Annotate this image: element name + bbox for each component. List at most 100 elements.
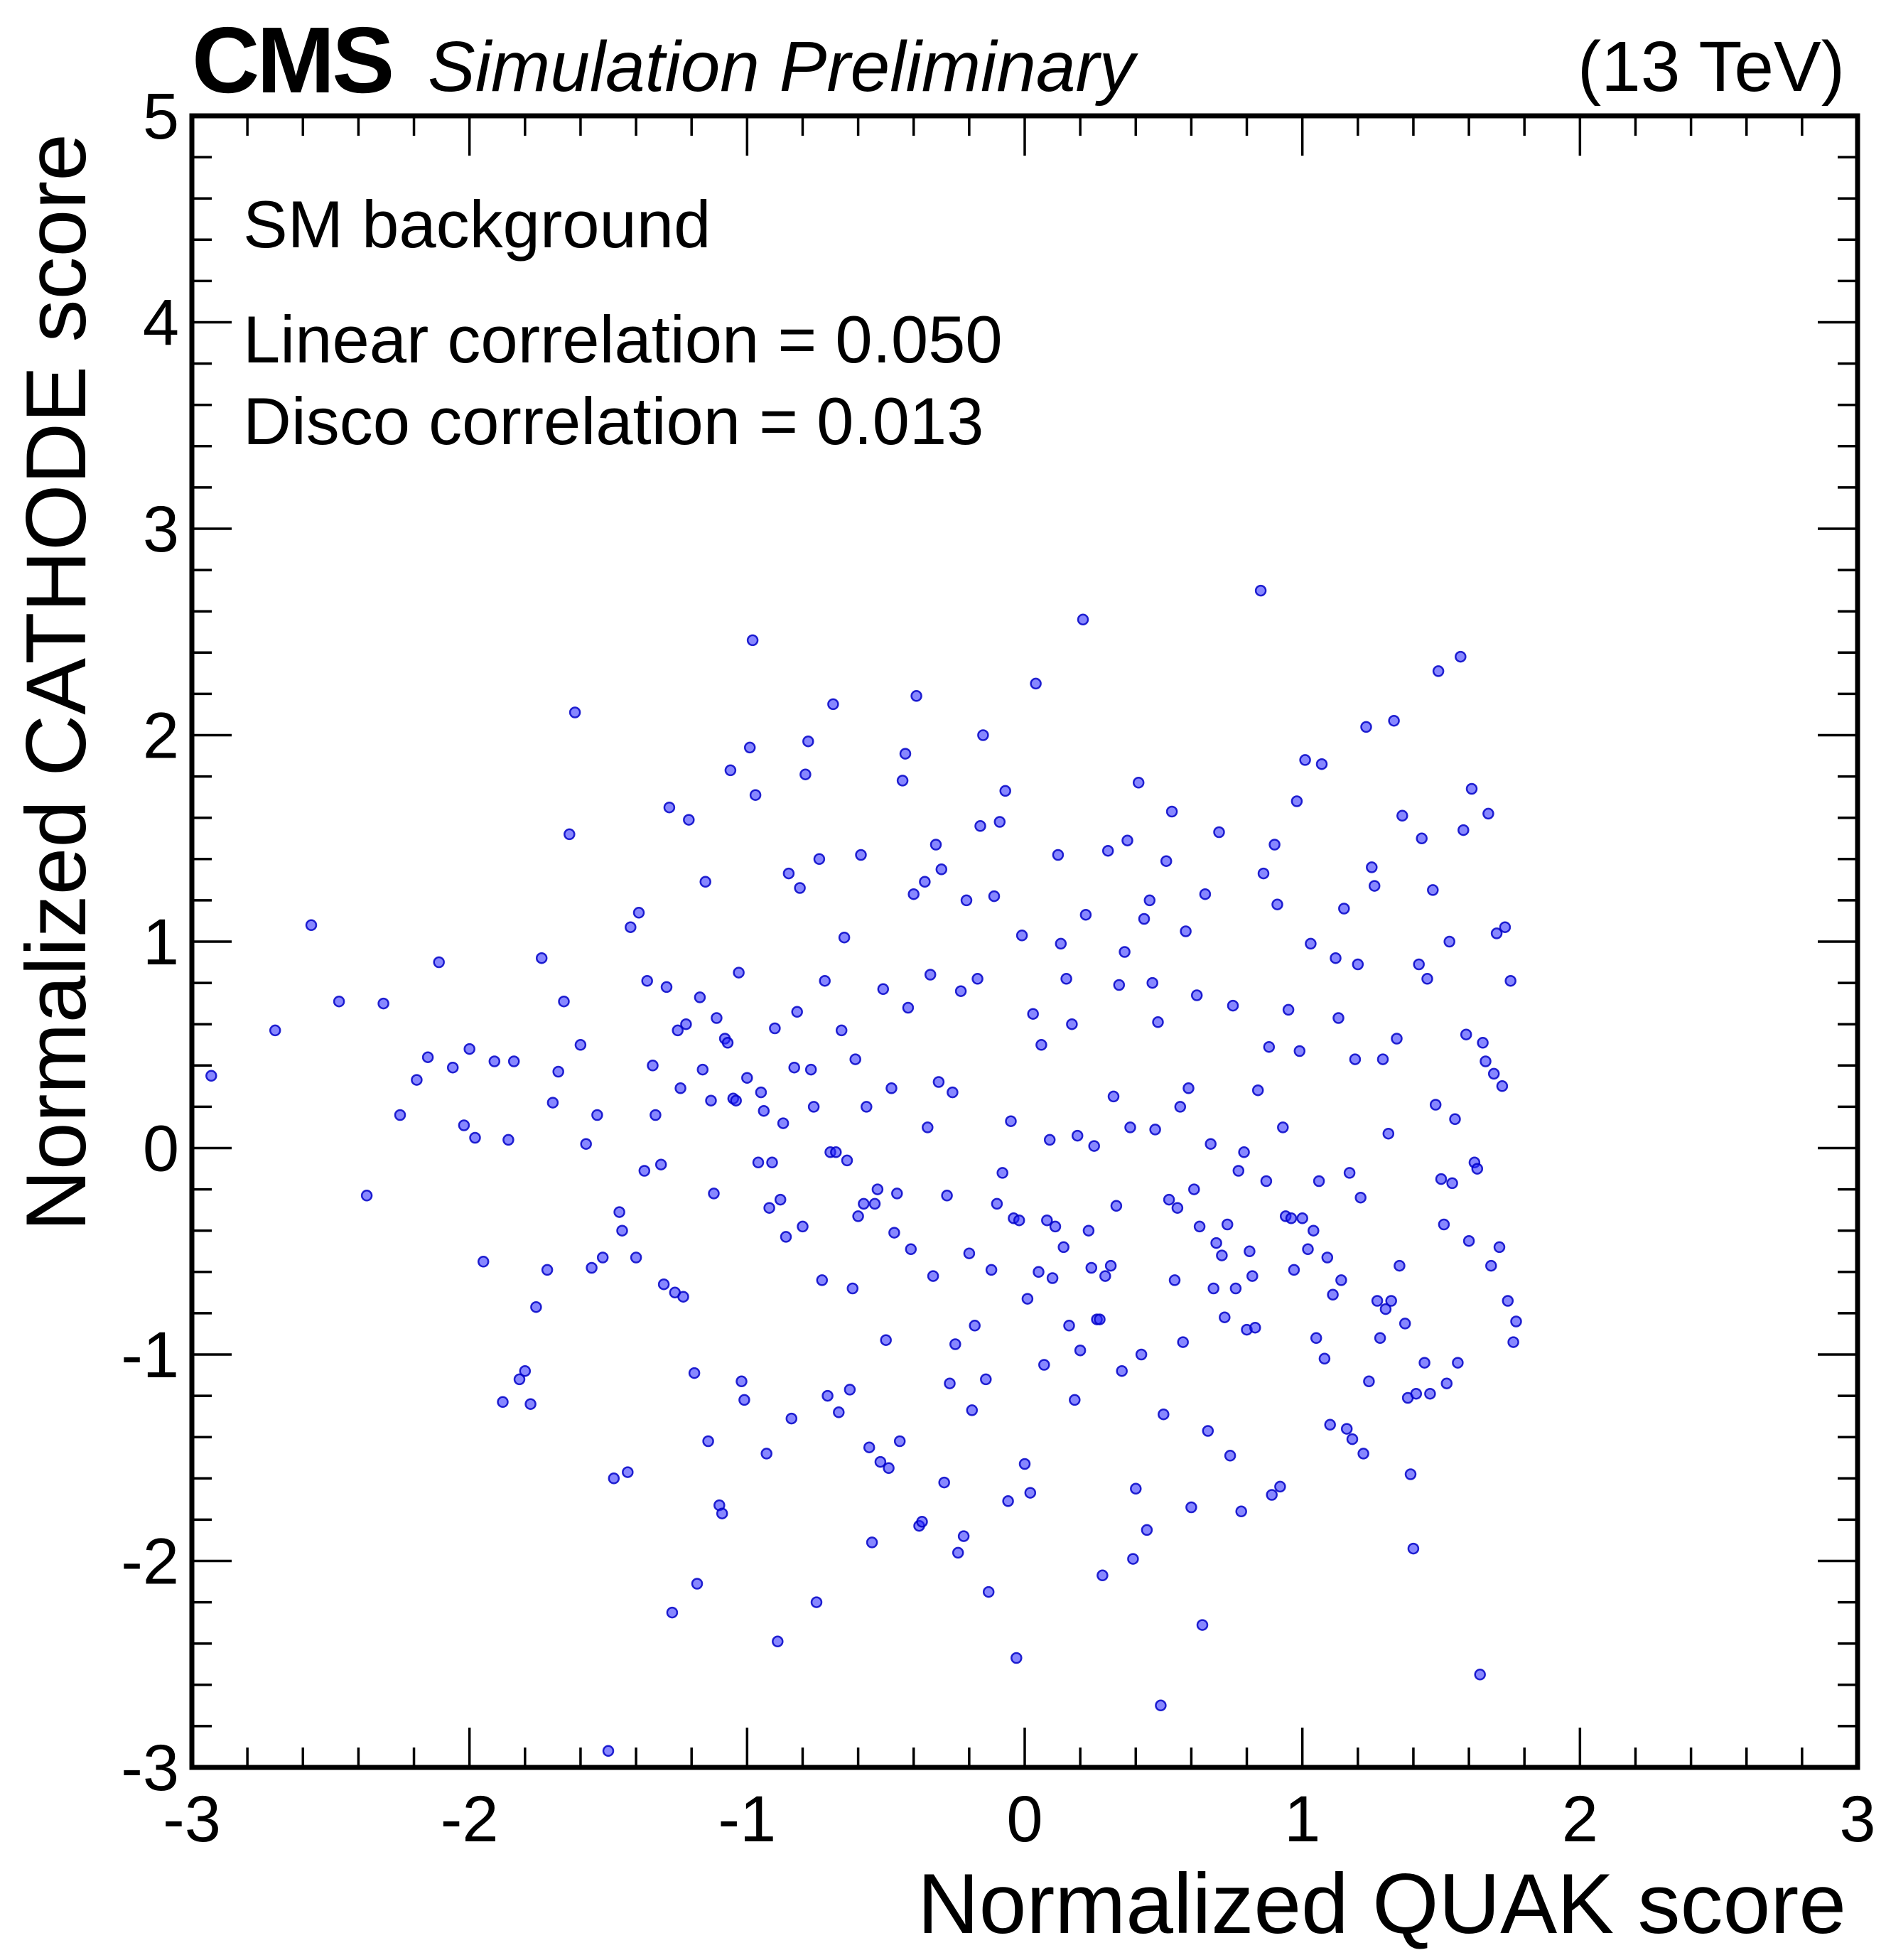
data-point (1452, 1357, 1464, 1369)
data-point (1388, 714, 1400, 727)
data-point (1374, 1332, 1386, 1345)
data-point (1299, 754, 1311, 766)
data-point (1199, 888, 1212, 900)
data-point (1043, 1134, 1056, 1146)
data-point (844, 1384, 856, 1396)
data-point (691, 1578, 704, 1590)
data-point (564, 828, 576, 841)
data-point (708, 1188, 720, 1200)
data-point (1480, 1055, 1492, 1067)
data-point (1413, 958, 1425, 971)
data-point (866, 1536, 878, 1549)
data-point (630, 1251, 642, 1264)
data-point (1410, 1387, 1423, 1400)
data-point (821, 1389, 834, 1402)
data-point (816, 1274, 829, 1286)
data-point (657, 1278, 670, 1291)
data-point (602, 1745, 615, 1757)
data-point (699, 876, 711, 888)
data-point (1082, 1224, 1095, 1237)
data-point (1321, 1251, 1334, 1264)
data-point (1338, 903, 1350, 915)
data-point (1244, 1245, 1256, 1258)
data-point (980, 1373, 992, 1386)
data-point (922, 1121, 934, 1134)
data-point (919, 876, 931, 888)
data-point (497, 1396, 509, 1409)
data-point (724, 764, 737, 777)
data-point (861, 1101, 873, 1113)
data-point (766, 1156, 778, 1169)
data-point (804, 1063, 817, 1076)
data-points (205, 584, 1522, 1757)
data-point (360, 1190, 373, 1202)
data-point (1163, 1193, 1175, 1206)
data-point (999, 785, 1011, 797)
data-point (1332, 1012, 1345, 1024)
data-point (696, 1063, 709, 1076)
data-point (1094, 1313, 1106, 1325)
data-point (1271, 898, 1283, 910)
data-point (1499, 921, 1512, 933)
data-point (974, 820, 986, 832)
data-point (988, 890, 1001, 903)
data-point (799, 768, 812, 780)
data-point (794, 882, 806, 894)
y-tick-label: 3 (143, 493, 179, 566)
data-point (1399, 1318, 1411, 1330)
data-point (743, 741, 756, 754)
energy-label: (13 TeV) (1578, 27, 1845, 107)
y-axis-title: Normalized CATHODE score (9, 134, 104, 1232)
data-point (1502, 1295, 1514, 1307)
data-point (632, 907, 645, 919)
data-point (807, 1101, 820, 1113)
data-point (660, 981, 673, 994)
data-point (1018, 1458, 1031, 1470)
data-point (569, 706, 581, 718)
data-point (838, 931, 851, 944)
data-point (711, 1012, 723, 1024)
data-point (1465, 782, 1478, 795)
data-point (782, 867, 795, 880)
x-axis-title: Normalized QUAK score (917, 1856, 1846, 1951)
data-point (558, 995, 570, 1008)
data-point (1296, 1212, 1308, 1224)
data-point (1155, 1699, 1167, 1712)
y-tick-label: -3 (121, 1732, 179, 1804)
data-point (846, 1282, 859, 1295)
data-point (797, 1220, 809, 1233)
data-point (1238, 1146, 1250, 1158)
tick-labels: -3 -2 -1 0 1 2 3 -3 -2 -1 0 1 2 3 4 5 (121, 80, 1875, 1856)
data-point (1149, 1124, 1161, 1136)
data-point (1490, 927, 1503, 939)
data-point (613, 1206, 625, 1218)
data-point (1268, 839, 1281, 851)
data-point (1088, 1140, 1100, 1152)
data-point (902, 1001, 915, 1014)
data-point (780, 1231, 792, 1243)
data-point (791, 1006, 803, 1018)
data-point (1171, 1202, 1184, 1214)
data-point (830, 1146, 842, 1158)
data-point (677, 1291, 689, 1303)
x-tick-label: -1 (718, 1783, 776, 1856)
data-point (1066, 1018, 1078, 1030)
data-point (683, 814, 695, 826)
y-tick-label: -2 (121, 1526, 179, 1598)
data-point (957, 1530, 970, 1542)
data-point (819, 974, 831, 987)
data-point (735, 1375, 748, 1388)
data-point (935, 863, 948, 876)
data-point (907, 888, 920, 900)
data-point (674, 1082, 686, 1094)
data-point (552, 1065, 564, 1078)
data-point (1277, 1121, 1289, 1134)
data-point (874, 1455, 887, 1468)
data-point (1440, 1377, 1453, 1389)
data-point (1432, 665, 1445, 677)
data-point (1246, 1270, 1259, 1282)
data-point (1330, 952, 1342, 964)
data-point (1477, 1037, 1489, 1049)
data-point (1263, 1040, 1276, 1053)
data-point (1404, 1468, 1417, 1480)
